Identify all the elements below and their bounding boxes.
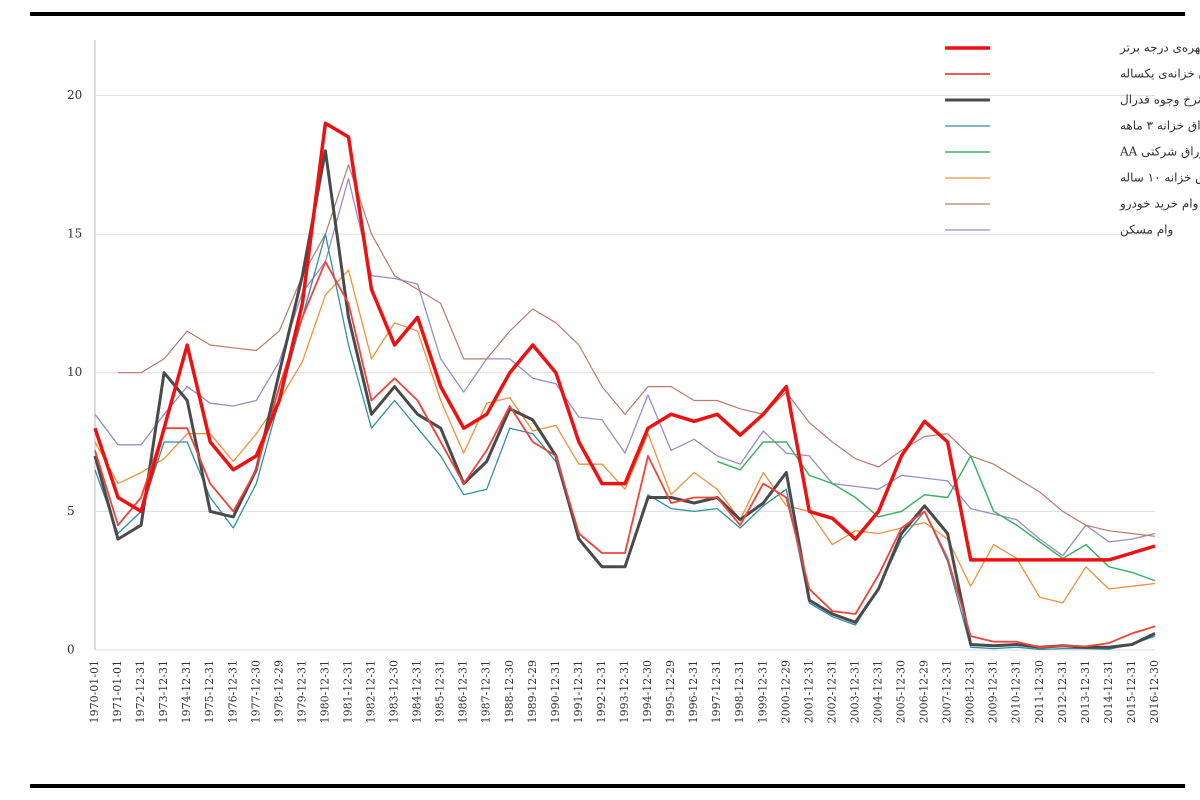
x-tick-label: 1980-12-31: [318, 660, 331, 723]
x-tick-label: 2008-12-31: [964, 660, 977, 723]
x-tick-label: 1991-12-31: [572, 660, 585, 723]
y-tick-label: 15: [67, 227, 82, 241]
x-tick-label: 2006-12-29: [918, 660, 931, 723]
y-tick-label: 0: [67, 643, 75, 657]
x-tick-label: 1989-12-29: [526, 660, 539, 723]
legend-label: اوراق شرکتی AA: [1119, 145, 1200, 159]
x-tick-label: 1995-12-29: [664, 660, 677, 723]
legend-label: نرخ وجوه فدرال: [1120, 93, 1200, 107]
x-tick-label: 1988-12-30: [503, 660, 516, 723]
x-tick-label: 2011-12-30: [1033, 660, 1046, 723]
x-tick-label: 2016-12-30: [1148, 660, 1161, 723]
x-tick-label: 1976-12-31: [226, 660, 239, 723]
y-tick-label: 10: [67, 365, 82, 379]
series-line: [94, 233, 1156, 651]
series-line: [93, 121, 1156, 562]
series-line: [118, 164, 1156, 537]
x-tick-label: 2001-12-31: [802, 660, 815, 723]
legend-label: وام خرید خودرو: [1119, 197, 1198, 211]
legend-label: وام مسکن: [1120, 223, 1173, 237]
x-tick-label: 1973-12-31: [157, 660, 170, 723]
x-tick-label: 1986-12-31: [457, 660, 470, 723]
x-tick-label: 2010-12-31: [1010, 660, 1023, 723]
x-tick-label: 1997-12-31: [710, 660, 723, 723]
x-tick-label: 1985-12-31: [434, 660, 447, 723]
legend-label: اوراق خزانه ۱۰ ساله: [1120, 171, 1200, 185]
x-tick-label: 2002-12-31: [825, 660, 838, 723]
x-tick-label: 1992-12-31: [595, 660, 608, 723]
x-tick-label: 1998-12-31: [733, 660, 746, 723]
x-tick-label: 1971-01-01: [111, 660, 124, 723]
x-tick-label: 1978-12-29: [272, 660, 285, 723]
x-tick-label: 1975-12-31: [203, 660, 216, 723]
x-tick-label: 2003-12-31: [848, 660, 861, 723]
series-line: [94, 177, 1156, 557]
legend-label: اوراق خزانه ۳ ماهه: [1120, 119, 1200, 133]
x-tick-label: 1972-12-31: [134, 660, 147, 723]
series-line: [94, 260, 1156, 649]
x-tick-label: 1981-12-31: [341, 660, 354, 723]
x-tick-label: 2012-12-31: [1056, 660, 1069, 723]
legend-label: نرخ بهره‌ی درجه برتر: [1119, 41, 1200, 55]
series-line: [716, 441, 1156, 582]
x-tick-label: 1987-12-31: [480, 660, 493, 723]
series-line: [93, 149, 1156, 649]
x-tick-label: 2005-12-30: [895, 660, 908, 723]
x-tick-label: 1974-12-31: [180, 660, 193, 723]
x-tick-label: 1977-12-30: [249, 660, 262, 723]
legend-label: اوراق خزانه‌ی یکساله: [1120, 67, 1200, 81]
x-tick-label: 2000-12-29: [779, 660, 792, 723]
x-tick-label: 1993-12-31: [618, 660, 631, 723]
x-tick-label: 2013-12-31: [1079, 660, 1092, 723]
x-tick-label: 1984-12-31: [411, 660, 424, 723]
x-tick-label: 2014-12-31: [1102, 660, 1115, 723]
y-tick-label: 5: [67, 504, 75, 518]
x-tick-label: 1982-12-31: [365, 660, 378, 723]
y-tick-label: 20: [67, 88, 82, 102]
x-tick-label: 1983-12-30: [388, 660, 401, 723]
x-tick-label: 1979-12-31: [295, 660, 308, 723]
x-tick-label: 2004-12-31: [871, 660, 884, 723]
x-tick-label: 1994-12-30: [641, 660, 654, 723]
x-tick-label: 1996-12-31: [687, 660, 700, 723]
x-tick-label: 2009-12-31: [987, 660, 1000, 723]
x-tick-label: 2007-12-31: [941, 660, 954, 723]
x-tick-label: 2015-12-31: [1125, 660, 1138, 723]
x-tick-label: 1970-01-01: [88, 660, 101, 723]
x-tick-label: 1999-12-31: [756, 660, 769, 723]
x-tick-label: 1990-12-31: [549, 660, 562, 723]
